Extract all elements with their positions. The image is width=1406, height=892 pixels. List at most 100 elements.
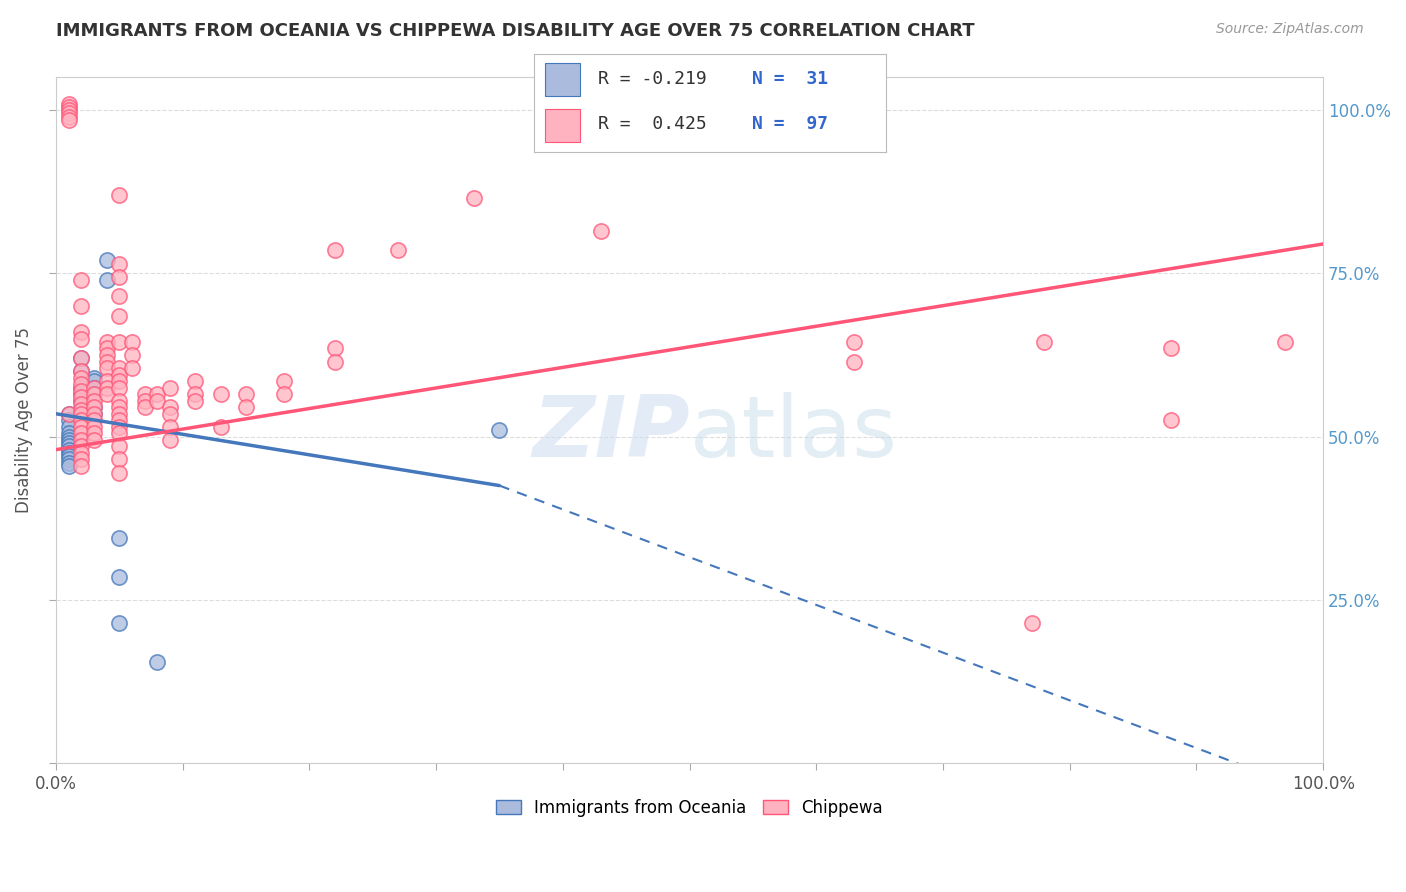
Point	[83, 407, 105, 421]
Point	[58, 426, 80, 441]
Point	[83, 381, 105, 395]
Point	[159, 407, 181, 421]
Point	[58, 458, 80, 473]
Point	[108, 374, 131, 388]
Point	[70, 381, 93, 395]
Point	[387, 244, 409, 258]
Point	[70, 377, 93, 392]
Point	[108, 570, 131, 584]
Point	[108, 401, 131, 415]
Point	[70, 458, 93, 473]
Point	[70, 384, 93, 398]
Point	[184, 393, 207, 408]
Point	[83, 401, 105, 415]
Point	[1160, 413, 1182, 427]
Point	[323, 354, 346, 368]
Point	[70, 446, 93, 460]
Point	[159, 401, 181, 415]
Point	[146, 655, 169, 669]
Point	[83, 381, 105, 395]
Point	[96, 253, 118, 268]
Point	[209, 419, 232, 434]
Point	[58, 439, 80, 453]
Point	[58, 407, 80, 421]
Y-axis label: Disability Age Over 75: Disability Age Over 75	[15, 327, 32, 513]
Point	[83, 413, 105, 427]
Point	[96, 361, 118, 376]
Point	[58, 106, 80, 120]
Legend: Immigrants from Oceania, Chippewa: Immigrants from Oceania, Chippewa	[489, 792, 890, 823]
Point	[70, 371, 93, 385]
Point	[108, 413, 131, 427]
Bar	[544, 110, 579, 142]
Point	[70, 433, 93, 447]
Point	[1021, 615, 1043, 630]
Point	[70, 403, 93, 417]
Bar	[544, 63, 579, 95]
Point	[108, 531, 131, 545]
Text: R = -0.219: R = -0.219	[598, 70, 706, 88]
Text: IMMIGRANTS FROM OCEANIA VS CHIPPEWA DISABILITY AGE OVER 75 CORRELATION CHART: IMMIGRANTS FROM OCEANIA VS CHIPPEWA DISA…	[56, 22, 974, 40]
Point	[121, 361, 143, 376]
Point	[58, 433, 80, 447]
Point	[108, 393, 131, 408]
Point	[844, 354, 866, 368]
Point	[96, 342, 118, 356]
Point	[70, 407, 93, 421]
Text: N =  31: N = 31	[752, 70, 828, 88]
Point	[83, 387, 105, 401]
Point	[209, 387, 232, 401]
Point	[58, 456, 80, 470]
Point	[96, 381, 118, 395]
Point	[58, 442, 80, 457]
Point	[184, 374, 207, 388]
Point	[96, 334, 118, 349]
Point	[70, 325, 93, 339]
Point	[96, 374, 118, 388]
Point	[58, 96, 80, 111]
Point	[273, 374, 295, 388]
Point	[235, 401, 257, 415]
Point	[134, 401, 156, 415]
Point	[83, 374, 105, 388]
Point	[83, 419, 105, 434]
Point	[58, 407, 80, 421]
Point	[83, 371, 105, 385]
Point	[58, 419, 80, 434]
Point	[70, 332, 93, 346]
Point	[96, 387, 118, 401]
Point	[96, 354, 118, 368]
Point	[108, 381, 131, 395]
Point	[1160, 342, 1182, 356]
Point	[108, 334, 131, 349]
Point	[70, 419, 93, 434]
Point	[58, 429, 80, 443]
Point	[108, 466, 131, 480]
Point	[58, 103, 80, 117]
Point	[159, 381, 181, 395]
Point	[70, 393, 93, 408]
Point	[108, 361, 131, 376]
Point	[134, 393, 156, 408]
Point	[70, 273, 93, 287]
Point	[70, 364, 93, 378]
Point	[70, 351, 93, 366]
Point	[108, 407, 131, 421]
Point	[70, 413, 93, 427]
Point	[83, 426, 105, 441]
Point	[58, 112, 80, 127]
Point	[58, 446, 80, 460]
Point	[184, 387, 207, 401]
Point	[121, 348, 143, 362]
Point	[70, 452, 93, 467]
Point	[83, 401, 105, 415]
Point	[146, 393, 169, 408]
Point	[70, 439, 93, 453]
Point	[488, 423, 510, 437]
Point	[83, 393, 105, 408]
Point	[323, 342, 346, 356]
Point	[58, 449, 80, 463]
Point	[108, 188, 131, 202]
Point	[235, 387, 257, 401]
Point	[96, 273, 118, 287]
